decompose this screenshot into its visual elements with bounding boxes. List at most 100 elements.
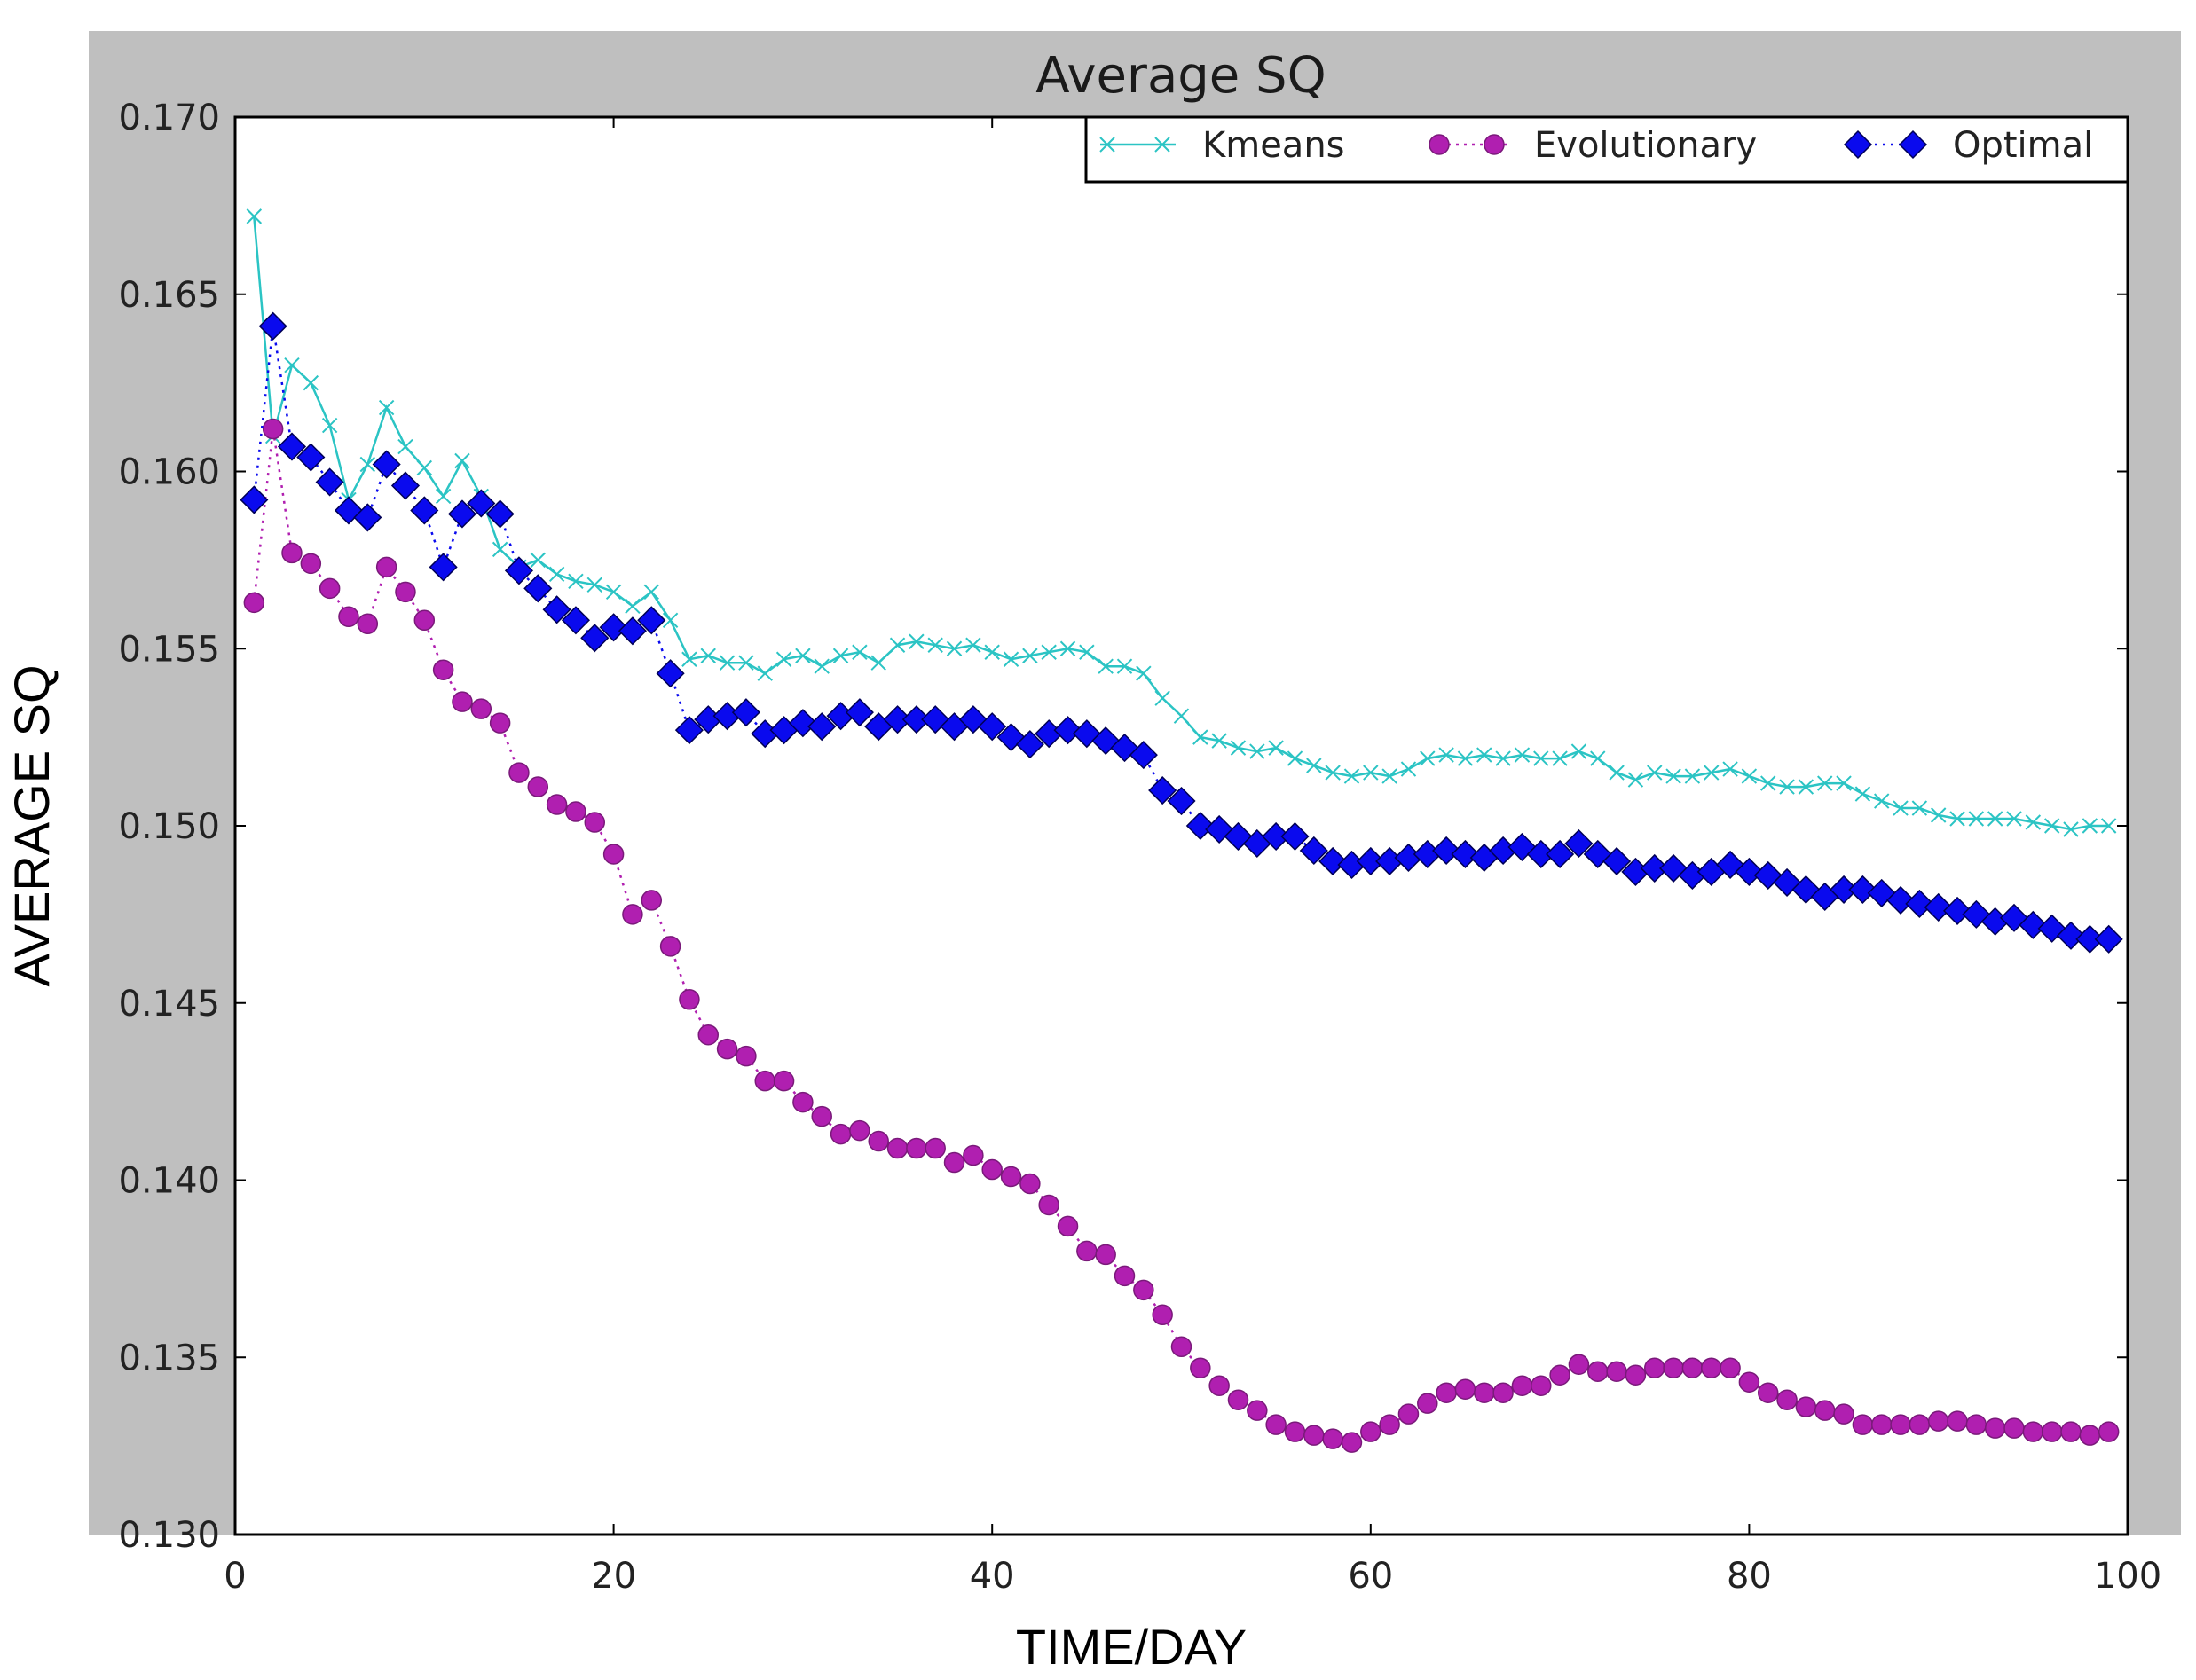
kmeans-point bbox=[321, 417, 338, 434]
evolutionary-point bbox=[413, 609, 436, 632]
optimal-point bbox=[807, 712, 837, 742]
kmeans-point bbox=[1911, 800, 1928, 816]
evolutionary-point bbox=[1644, 1357, 1665, 1378]
optimal-point bbox=[1602, 846, 1632, 876]
evolutionary-point bbox=[868, 1130, 889, 1152]
kmeans-point bbox=[1893, 800, 1909, 816]
optimal-point bbox=[467, 489, 496, 518]
x-tick-label: 80 bbox=[1727, 1556, 1772, 1597]
evolutionary-point bbox=[1417, 1393, 1438, 1414]
optimal-point bbox=[1848, 875, 1877, 904]
kmeans-point bbox=[1949, 811, 1965, 827]
evolutionary-point bbox=[830, 1123, 852, 1145]
evolutionary-point bbox=[319, 577, 341, 600]
y-tick-label: 0.160 bbox=[118, 452, 220, 493]
evolutionary-point bbox=[1833, 1403, 1854, 1425]
kmeans-point bbox=[1609, 765, 1625, 781]
evolutionary-point bbox=[943, 1151, 965, 1174]
evolutionary-point bbox=[1265, 1414, 1287, 1435]
evolutionary-point bbox=[906, 1137, 927, 1159]
evolutionary-point bbox=[1341, 1432, 1363, 1453]
kmeans-point bbox=[1647, 765, 1663, 781]
optimal-point bbox=[447, 499, 477, 529]
kmeans-point bbox=[284, 357, 300, 373]
evolutionary-point bbox=[811, 1105, 832, 1127]
kmeans-point bbox=[454, 452, 470, 469]
evolutionary-point bbox=[489, 712, 511, 734]
evolutionary-point bbox=[375, 556, 397, 578]
kmeans-point bbox=[2025, 814, 2042, 830]
kmeans-point bbox=[492, 541, 508, 558]
kmeans-point bbox=[1268, 740, 1284, 756]
optimal-point bbox=[1356, 846, 1385, 876]
kmeans-point bbox=[1930, 807, 1947, 823]
evolutionary-point bbox=[1870, 1414, 1893, 1435]
optimal-point bbox=[1280, 821, 1310, 852]
y-tick-label: 0.165 bbox=[118, 275, 220, 316]
evolutionary-point bbox=[716, 1038, 738, 1060]
evolutionary-point bbox=[679, 989, 700, 1010]
x-axis-label: TIME/DAY bbox=[1016, 1619, 1247, 1675]
evolutionary-point bbox=[1776, 1389, 1798, 1410]
y-tick-label: 0.140 bbox=[118, 1161, 220, 1202]
kmeans-point bbox=[889, 637, 906, 653]
evolutionary-point bbox=[963, 1144, 984, 1166]
optimal-point bbox=[1167, 786, 1196, 816]
evolutionary-point bbox=[622, 904, 643, 925]
evolutionary-point bbox=[1511, 1375, 1533, 1396]
optimal-point bbox=[1885, 885, 1916, 915]
kmeans-point bbox=[530, 552, 546, 569]
optimal-point bbox=[2019, 910, 2048, 939]
kmeans-point bbox=[738, 655, 754, 671]
legend-items: Kmeans Evolutionary Optimal bbox=[1099, 125, 2093, 166]
legend-evolutionary-label: Evolutionary bbox=[1534, 125, 1757, 166]
optimal-point bbox=[1299, 836, 1328, 866]
optimal-point bbox=[674, 716, 704, 745]
evolutionary-point bbox=[243, 592, 265, 614]
kmeans-point bbox=[1249, 743, 1265, 759]
kmeans-point bbox=[1854, 786, 1871, 802]
kmeans-point bbox=[548, 566, 565, 583]
kmeans-point bbox=[984, 644, 1000, 660]
kmeans-point bbox=[1836, 775, 1852, 791]
kmeans-point bbox=[832, 648, 849, 663]
kmeans-point bbox=[246, 208, 263, 224]
evolutionary-point bbox=[1436, 1382, 1457, 1403]
kmeans-point bbox=[1098, 658, 1114, 674]
evolutionary-point bbox=[1360, 1421, 1381, 1442]
kmeans-point bbox=[775, 651, 792, 667]
kmeans-point bbox=[1874, 793, 1890, 809]
legend-kmeans-marker bbox=[1154, 137, 1170, 153]
optimal-point bbox=[504, 556, 534, 585]
evolutionary-point bbox=[1454, 1378, 1476, 1400]
optimal-point bbox=[258, 311, 287, 341]
evolutionary-point bbox=[565, 801, 586, 822]
optimal-point bbox=[1318, 846, 1348, 876]
evolutionary-point bbox=[1397, 1403, 1420, 1425]
kmeans-point bbox=[870, 655, 886, 671]
evolutionary-point bbox=[1492, 1382, 1514, 1403]
kmeans-point bbox=[965, 637, 981, 653]
kmeans-point bbox=[1741, 768, 1758, 784]
legend-optimal-label: Optimal bbox=[1953, 125, 2093, 166]
optimal-point bbox=[1262, 821, 1291, 852]
kmeans-point bbox=[1003, 651, 1019, 667]
optimal-point bbox=[429, 553, 458, 582]
kmeans-point bbox=[2100, 818, 2117, 834]
optimal-point bbox=[883, 705, 912, 734]
kmeans-point bbox=[662, 612, 679, 628]
kmeans-point bbox=[1704, 765, 1720, 781]
evolutionary-point bbox=[1927, 1410, 1949, 1432]
evolutionary-point bbox=[1814, 1400, 1836, 1421]
legend-optimal-marker bbox=[1843, 130, 1873, 160]
evolutionary-point bbox=[452, 691, 473, 712]
kmeans-point bbox=[303, 374, 319, 391]
x-tick-label: 100 bbox=[2094, 1556, 2161, 1597]
kmeans-point bbox=[2063, 821, 2079, 837]
optimal-point bbox=[1829, 875, 1859, 904]
evolutionary-point bbox=[395, 581, 416, 603]
optimal-point bbox=[2094, 924, 2123, 954]
kmeans-point bbox=[1192, 729, 1208, 745]
kmeans-point bbox=[1495, 750, 1511, 766]
optimal-point bbox=[978, 712, 1007, 742]
